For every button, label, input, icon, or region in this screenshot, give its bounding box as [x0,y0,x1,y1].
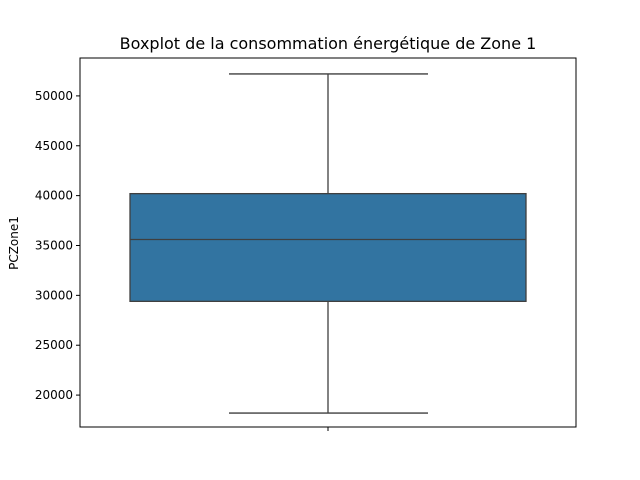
y-tick-label: 20000 [35,388,73,402]
y-tick-label: 40000 [35,189,73,203]
y-tick-label: 25000 [35,338,73,352]
y-tick-label: 45000 [35,139,73,153]
y-axis-label: PCZone1 [7,216,21,270]
axes-frame [79,57,577,428]
iqr-box [129,192,527,302]
y-tick-label: 35000 [35,238,73,252]
y-tick-label: 30000 [35,288,73,302]
y-tick-label: 50000 [35,89,73,103]
chart-title: Boxplot de la consommation énergétique d… [120,34,537,53]
plot-area: 20000 25000 30000 35000 40000 45000 50000 [35,73,527,431]
